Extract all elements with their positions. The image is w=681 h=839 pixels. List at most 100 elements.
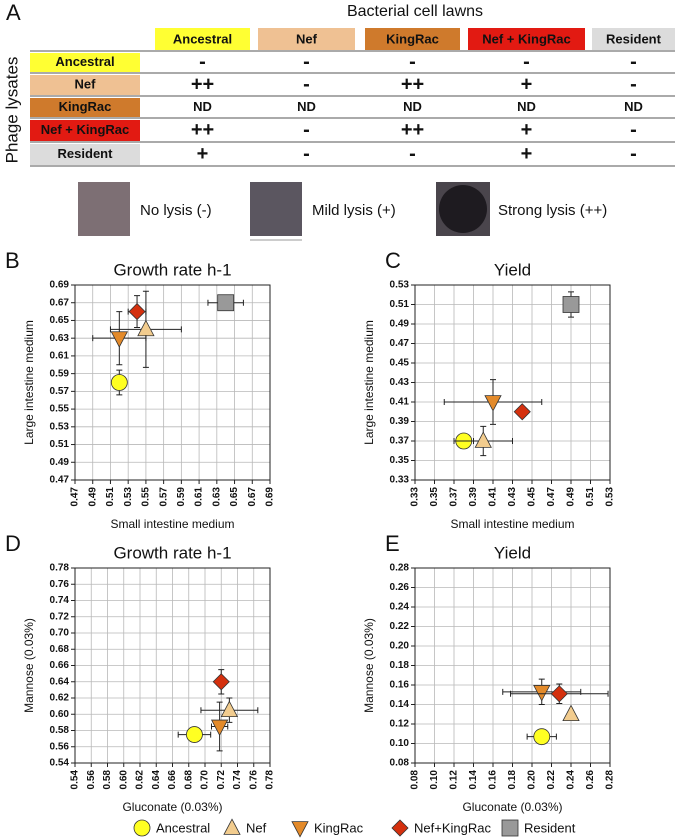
table-cell: +: [197, 143, 209, 165]
legend-label: Nef+KingRac: [414, 820, 491, 835]
x-tick-label: 0.26: [585, 770, 596, 790]
legend-label: KingRac: [314, 820, 364, 835]
marker: [137, 319, 155, 337]
column-header: Nef: [296, 31, 318, 46]
table-cell: ND: [193, 99, 212, 114]
column-header-bg: [155, 28, 250, 50]
y-tick-label: 0.39: [390, 416, 410, 427]
x-tick-label: 0.24: [566, 770, 577, 790]
x-tick-label: 0.54: [70, 770, 81, 790]
x-tick-label: 0.69: [265, 487, 276, 507]
x-tick-label: 0.59: [176, 487, 187, 507]
x-tick-label: 0.41: [488, 487, 499, 507]
chart-title: Yield: [494, 260, 531, 279]
y-tick-label: 0.18: [390, 660, 410, 671]
marker: [550, 685, 568, 703]
x-tick-label: 0.20: [527, 770, 538, 790]
marker: [217, 294, 235, 312]
x-tick-label: 0.53: [123, 487, 134, 507]
y-tick-label: 0.28: [390, 563, 410, 574]
table-cell: -: [303, 51, 310, 73]
table-title: Bacterial cell lawns: [347, 3, 483, 20]
legend-marker: [133, 819, 151, 837]
x-tick-label: 0.78: [265, 770, 276, 790]
y-tick-label: 0.22: [390, 621, 410, 632]
table-cell: +: [521, 143, 533, 165]
x-tick-label: 0.60: [118, 770, 129, 790]
plot-frame: [414, 284, 611, 481]
lysis-image: [250, 182, 302, 236]
y-tick-label: 0.08: [390, 758, 410, 769]
x-tick-label: 0.33: [410, 487, 421, 507]
marker: [474, 431, 492, 448]
row-header-bg: [30, 120, 140, 141]
table-cell: -: [630, 51, 637, 73]
y-axis-label: Large intestine medium: [362, 320, 376, 445]
marker: [533, 685, 551, 702]
y-axis-label: Mannose (0.03%): [362, 618, 376, 713]
y-tick-label: 0.69: [50, 280, 70, 291]
y-tick-label: 0.49: [390, 319, 410, 330]
panel-label: B: [5, 248, 20, 273]
y-tick-label: 0.70: [50, 628, 70, 639]
table-cell: ++: [191, 119, 214, 141]
marker: [562, 296, 580, 313]
x-tick-label: 0.76: [248, 770, 259, 790]
column-header: KingRac: [386, 31, 439, 46]
table-cell: ND: [624, 99, 643, 114]
marker: [110, 374, 128, 391]
panel-label: C: [385, 248, 401, 273]
legend-label: Ancestral: [156, 820, 210, 835]
x-tick-label: 0.16: [488, 770, 499, 790]
table-cell: +: [521, 73, 533, 95]
table-cell: -: [630, 73, 637, 95]
x-tick-label: 0.58: [102, 770, 113, 790]
x-tick-label: 0.47: [70, 487, 81, 507]
x-tick-label: 0.37: [449, 487, 460, 507]
chart-title: Growth rate h-1: [113, 260, 231, 279]
table-cell: -: [630, 143, 637, 165]
x-tick-label: 0.55: [141, 487, 152, 507]
y-tick-label: 0.62: [50, 693, 70, 704]
y-tick-label: 0.59: [50, 368, 70, 379]
y-tick-label: 0.20: [390, 641, 410, 652]
table-cell: -: [523, 51, 530, 73]
x-tick-label: 0.66: [167, 770, 178, 790]
column-header: Resident: [606, 31, 662, 46]
x-tick-label: 0.39: [468, 487, 479, 507]
y-tick-label: 0.58: [50, 725, 70, 736]
marker: [186, 726, 203, 743]
x-tick-label: 0.35: [429, 487, 440, 507]
row-header-bg: [30, 75, 140, 95]
y-tick-label: 0.63: [50, 333, 70, 344]
y-tick-label: 0.37: [390, 436, 410, 447]
x-tick-label: 0.45: [527, 487, 538, 507]
column-header-bg: [365, 28, 460, 50]
y-tick-label: 0.33: [390, 475, 410, 486]
x-tick-label: 0.68: [183, 770, 194, 790]
x-axis-label: Gluconate (0.03%): [122, 800, 222, 814]
marker: [212, 673, 230, 691]
y-tick-label: 0.51: [50, 439, 70, 450]
chart-title: Yield: [494, 543, 531, 562]
x-tick-label: 0.62: [135, 770, 146, 790]
x-tick-label: 0.12: [449, 770, 460, 790]
table-cell: ND: [297, 99, 316, 114]
y-tick-label: 0.68: [50, 644, 70, 655]
x-axis-label: Gluconate (0.03%): [462, 800, 562, 814]
x-tick-label: 0.67: [247, 487, 258, 507]
y-tick-label: 0.72: [50, 611, 70, 622]
legend-marker: [501, 819, 519, 837]
table-cell: -: [630, 119, 637, 141]
y-tick-label: 0.57: [50, 386, 70, 397]
marker: [110, 331, 128, 348]
legend-marker: [291, 821, 309, 838]
table-cell: -: [303, 119, 310, 141]
x-tick-label: 0.08: [410, 770, 421, 790]
table-cell: ND: [517, 99, 536, 114]
y-tick-label: 0.24: [390, 602, 410, 613]
legend-label: Nef: [246, 820, 267, 835]
x-tick-label: 0.56: [86, 770, 97, 790]
column-header-bg: [468, 28, 585, 50]
